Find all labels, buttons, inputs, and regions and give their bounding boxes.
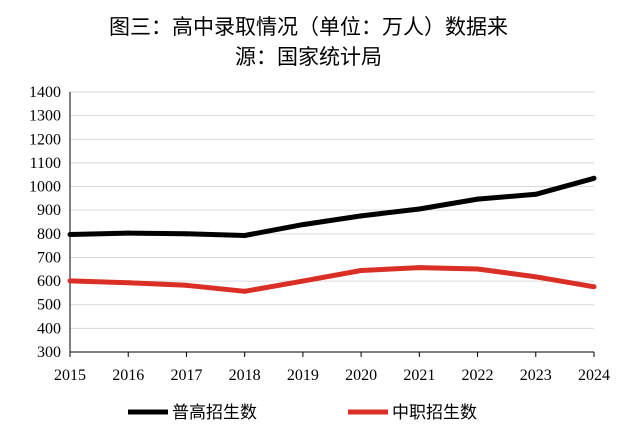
- series-1-point-2023: [533, 191, 539, 197]
- x-tick-label-2015: 2015: [54, 367, 86, 384]
- series-2-point-2023: [533, 274, 539, 280]
- series-2-point-2020: [358, 267, 364, 273]
- series-1-point-2018: [242, 232, 248, 238]
- chart-title: 图三：高中录取情况（单位：万人）数据来 源：国家统计局: [0, 12, 617, 72]
- x-tick-label-2024: 2024: [578, 367, 610, 384]
- series-2-point-2024: [591, 284, 597, 290]
- x-tick-label-2023: 2023: [520, 367, 552, 384]
- y-tick-label-600: 600: [37, 273, 61, 290]
- y-tick-label-500: 500: [37, 297, 61, 314]
- y-tick-label-1100: 1100: [30, 155, 61, 172]
- series-1-point-2022: [475, 196, 481, 202]
- series-1-point-2024: [591, 175, 597, 181]
- series-line-2: [69, 265, 595, 294]
- legend-label-1: 普高招生数: [172, 403, 257, 423]
- series-1-point-2017: [183, 231, 189, 237]
- chart-title-line-2: 源：国家统计局: [235, 45, 382, 69]
- y-tick-label-1400: 1400: [29, 84, 61, 101]
- x-tick-label-2018: 2018: [229, 367, 261, 384]
- series-2-point-2022: [475, 266, 481, 272]
- series-1-point-2020: [358, 213, 364, 219]
- chart-title-line-1: 图三：高中录取情况（单位：万人）数据来: [109, 15, 508, 39]
- legend-label-2: 中职招生数: [392, 403, 477, 423]
- y-tick-label-1000: 1000: [29, 179, 61, 196]
- y-tick-label-1200: 1200: [29, 131, 61, 148]
- series-2-point-2021: [416, 265, 422, 271]
- y-tick-label-1300: 1300: [29, 108, 61, 125]
- series-1-point-2019: [300, 222, 306, 228]
- x-tick-label-2020: 2020: [345, 367, 377, 384]
- x-tick-label-2016: 2016: [112, 367, 144, 384]
- x-tick-label-2019: 2019: [287, 367, 319, 384]
- series-1-point-2015: [67, 232, 73, 238]
- series-2-point-2017: [183, 282, 189, 288]
- series-2-point-2015: [67, 278, 73, 284]
- y-tick-label-700: 700: [37, 249, 61, 266]
- series-2-point-2019: [300, 278, 306, 284]
- series-2-point-2018: [242, 288, 248, 294]
- y-tick-label-400: 400: [37, 320, 61, 337]
- x-tick-label-2021: 2021: [403, 367, 435, 384]
- series-line-1: [69, 175, 595, 238]
- x-tick-label-2017: 2017: [170, 367, 202, 384]
- y-tick-label-900: 900: [37, 202, 61, 219]
- y-tick-label-800: 800: [37, 226, 61, 243]
- series-1-point-2016: [125, 230, 131, 236]
- series-1-point-2021: [416, 206, 422, 212]
- y-tick-label-300: 300: [37, 344, 61, 361]
- series-2-point-2016: [125, 280, 131, 286]
- x-tick-label-2022: 2022: [462, 367, 494, 384]
